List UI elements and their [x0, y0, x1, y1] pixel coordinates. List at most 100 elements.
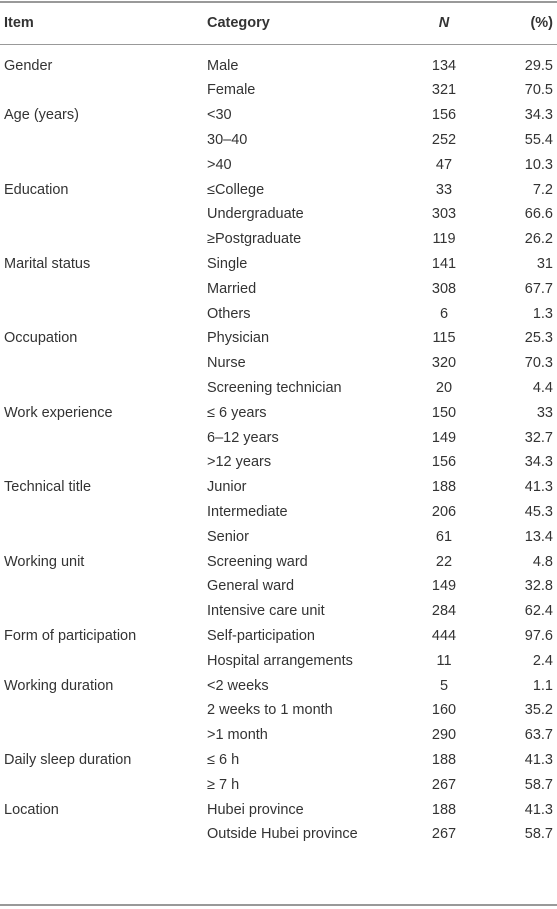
item-label: Form of participation	[4, 628, 137, 644]
n-value: 149	[431, 578, 457, 595]
percent-value: 34.3	[524, 107, 553, 124]
percent-value: 41.3	[524, 801, 553, 818]
n-value: 5	[439, 677, 449, 694]
percent-value: 7.2	[532, 181, 553, 198]
percent-value: 2.4	[532, 652, 553, 669]
category-label: 6–12 years	[207, 429, 279, 446]
percent-value: 41.3	[524, 752, 553, 768]
category-label: 2 weeks to 1 month	[207, 702, 333, 719]
n-value: 156	[431, 107, 457, 124]
header-category: Category	[207, 15, 270, 31]
n-value: 188	[431, 479, 457, 496]
n-value: 156	[431, 454, 457, 471]
percent-value: 31	[536, 256, 553, 272]
category-label: Female	[207, 82, 256, 99]
category-label: Screening ward	[207, 553, 308, 570]
n-value: 321	[431, 82, 457, 99]
n-value: 33	[435, 181, 453, 198]
header-n: N	[438, 15, 450, 31]
category-label: Self-participation	[207, 628, 315, 644]
item-label: Gender	[4, 57, 53, 74]
category-label: Nurse	[207, 355, 246, 372]
percent-value: 33	[536, 404, 553, 421]
n-value: 149	[431, 429, 457, 446]
percent-value: 10.3	[524, 156, 553, 173]
n-value: 290	[431, 727, 457, 744]
header-percent: (%)	[530, 15, 553, 31]
item-label: Technical title	[4, 479, 92, 496]
percent-value: 45.3	[524, 504, 553, 520]
n-value: 134	[431, 57, 457, 74]
percent-value: 34.3	[524, 454, 553, 471]
category-label: Intensive care unit	[207, 603, 325, 620]
n-value: 303	[431, 206, 457, 223]
category-label: Outside Hubei province	[207, 826, 358, 843]
percent-value: 62.4	[524, 603, 553, 620]
percent-value: 67.7	[524, 280, 553, 297]
item-label: Daily sleep duration	[4, 752, 132, 768]
n-value: 20	[435, 380, 453, 396]
category-label: ≤ 6 years	[207, 404, 267, 421]
item-label: Working unit	[4, 553, 85, 570]
category-label: Hospital arrangements	[207, 652, 353, 669]
n-value: 252	[431, 132, 457, 148]
n-value: 22	[435, 553, 453, 570]
n-value: 308	[431, 280, 457, 297]
percent-value: 58.7	[524, 826, 553, 843]
item-label: Marital status	[4, 256, 91, 272]
category-label: Screening technician	[207, 380, 342, 396]
bottom-rule	[0, 904, 557, 906]
percent-value: 41.3	[524, 479, 553, 496]
percent-value: 25.3	[524, 330, 553, 347]
percent-value: 32.7	[524, 429, 553, 446]
category-label: 30–40	[207, 132, 248, 148]
n-value: 206	[431, 504, 457, 520]
percent-value: 4.4	[532, 380, 553, 396]
n-value: 284	[431, 603, 457, 620]
percent-value: 29.5	[524, 57, 553, 74]
category-label: ≤ 6 h	[207, 752, 240, 768]
percent-value: 35.2	[524, 702, 553, 719]
n-value: 188	[431, 801, 457, 818]
category-label: Married	[207, 280, 257, 297]
percent-value: 55.4	[524, 132, 553, 148]
percent-value: 32.8	[524, 578, 553, 595]
category-label: ≥Postgraduate	[207, 231, 302, 248]
percent-value: 13.4	[524, 528, 553, 545]
percent-value: 1.1	[532, 677, 553, 694]
category-label: Senior	[207, 528, 249, 545]
n-value: 119	[432, 231, 456, 248]
category-label: <30	[207, 107, 232, 124]
n-value: 267	[431, 826, 457, 843]
percent-value: 26.2	[524, 231, 553, 248]
n-value: 47	[435, 156, 453, 173]
percent-value: 58.7	[524, 776, 553, 793]
n-value: 61	[435, 528, 453, 545]
n-value: 150	[431, 404, 457, 421]
n-value: 141	[431, 256, 457, 272]
n-value: 320	[431, 355, 457, 372]
percent-value: 97.6	[524, 628, 553, 644]
header-rule	[0, 44, 557, 45]
category-label: Male	[207, 57, 239, 74]
category-label: Undergraduate	[207, 206, 304, 223]
item-label: Working duration	[4, 677, 114, 694]
category-label: >12 years	[207, 454, 272, 471]
category-label: Intermediate	[207, 504, 288, 520]
category-label: Single	[207, 256, 248, 272]
category-label: >40	[207, 156, 232, 173]
item-label: Work experience	[4, 404, 113, 421]
category-label: ≤College	[207, 181, 265, 198]
percent-value: 4.8	[532, 553, 553, 570]
n-value: 444	[431, 628, 457, 644]
percent-value: 70.3	[524, 355, 553, 372]
n-value: 6	[439, 305, 449, 322]
percent-value: 1.3	[532, 305, 553, 322]
n-value: 267	[431, 776, 457, 793]
percent-value: 66.6	[524, 206, 553, 223]
category-label: ≥ 7 h	[207, 776, 240, 793]
top-rule	[0, 1, 557, 3]
category-label: Junior	[207, 479, 247, 496]
item-label: Location	[4, 801, 59, 818]
